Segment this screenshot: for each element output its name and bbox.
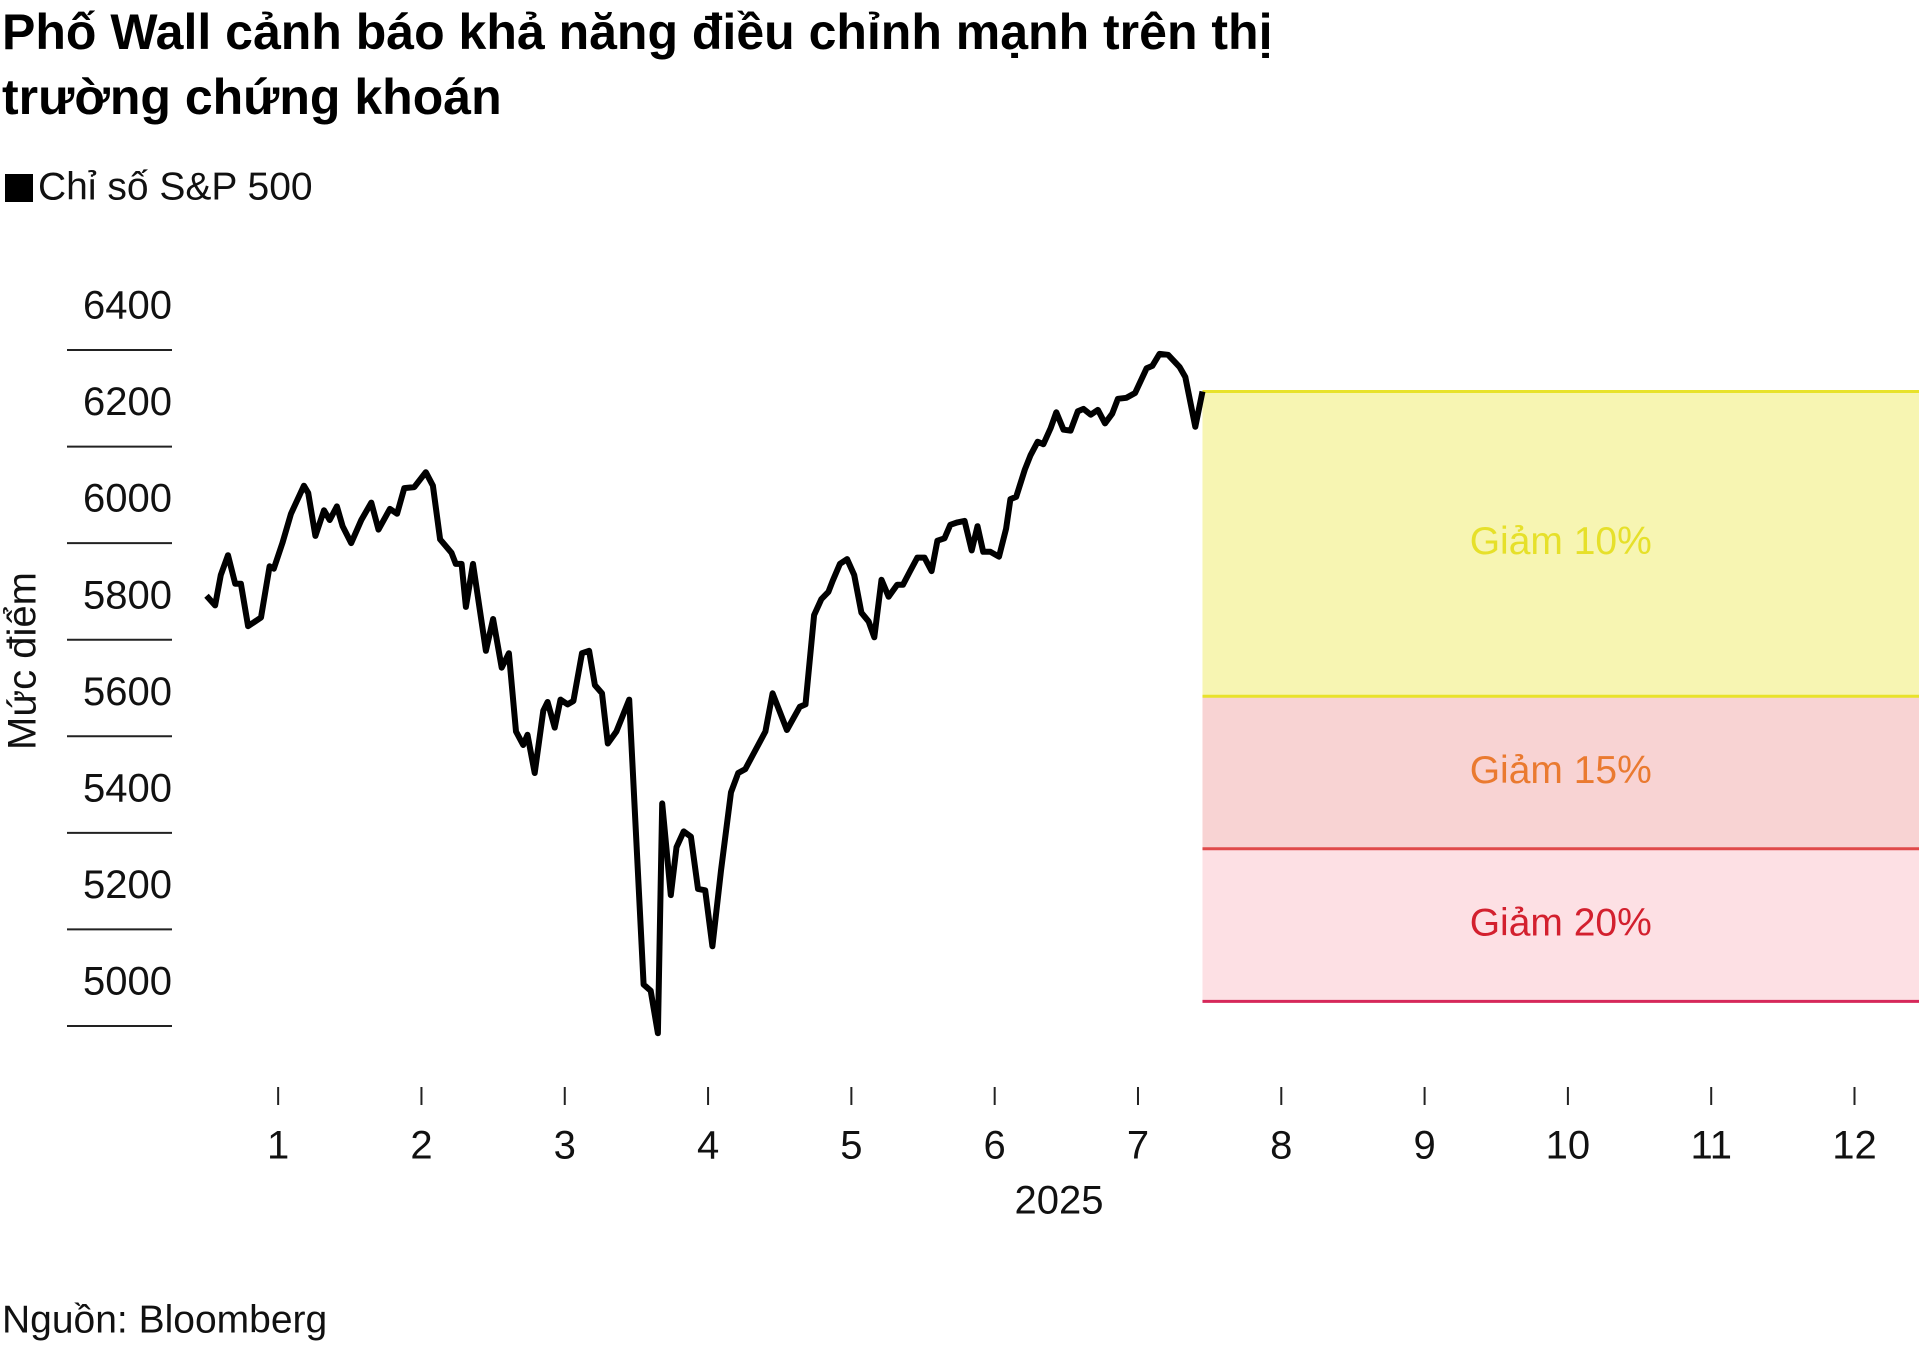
- price-line: [204, 350, 1206, 1037]
- y-tick-label: 6400: [83, 284, 172, 328]
- x-tick-label: 4: [697, 1124, 719, 1168]
- x-tick-label: 1: [267, 1124, 289, 1168]
- drawdown-band: [1202, 391, 1919, 697]
- y-tick-label: 5600: [83, 670, 172, 714]
- band-label: Giảm 10%: [1470, 520, 1652, 563]
- x-tick-label: 12: [1832, 1124, 1877, 1168]
- x-tick-label: 8: [1270, 1124, 1292, 1168]
- x-tick-label: 2: [410, 1124, 432, 1168]
- legend-swatch: [5, 174, 33, 202]
- chart-title: Phố Wall cảnh báo khả năng điều chỉnh mạ…: [2, 4, 1273, 125]
- source: Nguồn: Bloomberg: [2, 1298, 327, 1341]
- x-tick-label: 5: [840, 1124, 862, 1168]
- y-tick-label: 5400: [83, 766, 172, 810]
- x-tick-label: 11: [1690, 1124, 1732, 1168]
- x-tick-label: 10: [1546, 1124, 1591, 1168]
- x-tick-label: 9: [1413, 1124, 1435, 1168]
- drawdown-band: [1202, 696, 1919, 849]
- x-tick-label: 7: [1127, 1124, 1149, 1168]
- y-tick-label: 6000: [83, 477, 172, 521]
- band-label: Giảm 15%: [1470, 749, 1652, 792]
- y-axis-label: Mức điểm: [1, 572, 45, 750]
- y-tick-label: 6200: [83, 380, 172, 424]
- x-tick-label: 6: [984, 1124, 1006, 1168]
- legend-label: Chỉ số S&P 500: [38, 165, 313, 208]
- drawdown-band: [1202, 848, 1919, 1002]
- y-tick-label: 5000: [83, 960, 172, 1004]
- x-tick-label: 3: [554, 1124, 576, 1168]
- y-tick-label: 5200: [83, 863, 172, 907]
- band-label: Giảm 20%: [1470, 901, 1652, 944]
- x-axis-label: 2025: [1015, 1179, 1104, 1223]
- y-tick-label: 5800: [83, 573, 172, 617]
